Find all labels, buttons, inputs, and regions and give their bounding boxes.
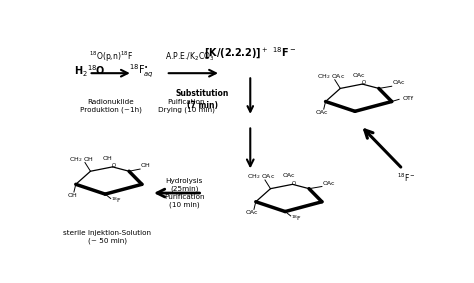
Text: sterile Injektion-Solution
(~ 50 min): sterile Injektion-Solution (~ 50 min) <box>63 230 151 244</box>
Text: OAc: OAc <box>283 173 295 178</box>
Text: OAc: OAc <box>352 73 365 78</box>
Text: OAc: OAc <box>323 181 336 186</box>
Text: H$_2$$^{18}$O: H$_2$$^{18}$O <box>74 63 106 79</box>
Text: Substitution
(7 min): Substitution (7 min) <box>176 89 229 110</box>
Text: OAc: OAc <box>316 110 328 115</box>
Text: CH$_2$ OH: CH$_2$ OH <box>69 155 94 164</box>
Text: A.P.E./K$_2$CO$_3$: A.P.E./K$_2$CO$_3$ <box>165 51 214 63</box>
Text: OH: OH <box>102 156 112 161</box>
Text: OTf: OTf <box>403 96 414 101</box>
Text: O: O <box>362 80 366 85</box>
Text: $^{18}$O(p,n)$^{18}$F: $^{18}$O(p,n)$^{18}$F <box>89 50 133 64</box>
Text: O: O <box>112 163 117 168</box>
Text: O: O <box>292 181 296 186</box>
Text: [K/(2.2.2)]$^+$ $^{18}$F$^-$: [K/(2.2.2)]$^+$ $^{18}$F$^-$ <box>204 46 296 61</box>
Text: Puification
Drying (10 min): Puification Drying (10 min) <box>157 98 214 113</box>
Text: $^{18}$F$^{∙}_{aq}$: $^{18}$F$^{∙}_{aq}$ <box>129 62 155 80</box>
Text: $^{18}$F: $^{18}$F <box>291 213 301 223</box>
Text: Radionuklide
Produktion (~1h): Radionuklide Produktion (~1h) <box>80 98 142 113</box>
Text: $^{18}$F$^-$: $^{18}$F$^-$ <box>397 171 416 184</box>
Text: OAc: OAc <box>393 80 405 85</box>
Text: CH$_2$ OAc: CH$_2$ OAc <box>317 72 345 81</box>
Text: CH$_2$ OAc: CH$_2$ OAc <box>247 172 275 181</box>
Text: OAc: OAc <box>246 210 258 215</box>
Text: OH: OH <box>67 193 77 198</box>
Text: OH: OH <box>141 163 150 168</box>
Text: $^{18}$F: $^{18}$F <box>111 196 122 205</box>
Text: Hydrolysis
(25min)
Purification
(10 min): Hydrolysis (25min) Purification (10 min) <box>164 178 204 208</box>
